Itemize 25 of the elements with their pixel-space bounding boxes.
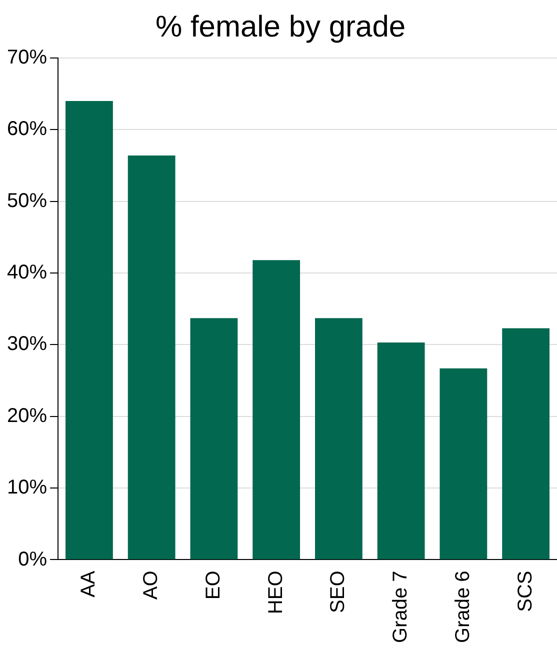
y-tick-label: 40% (7, 262, 48, 284)
bar (377, 342, 425, 560)
x-tick-label: AO (140, 570, 162, 600)
chart-title: % female by grade (155, 10, 406, 44)
bar (440, 368, 488, 560)
x-tick-label: AA (78, 570, 100, 598)
bar (128, 155, 176, 560)
x-tick-label: SCS (514, 570, 536, 612)
y-tick-label: 60% (7, 118, 48, 140)
bar (315, 318, 362, 560)
y-tick-label: 10% (7, 476, 48, 499)
x-tick-label: EO (202, 570, 224, 600)
y-tick-label: 50% (7, 190, 48, 212)
bar (502, 328, 550, 560)
y-tick-label: 70% (7, 46, 48, 69)
x-tick-label: SEO (327, 570, 350, 613)
bar (66, 101, 113, 560)
bar (252, 260, 300, 560)
y-tick-label: 30% (7, 333, 48, 356)
x-tick-label: Grade 6 (452, 570, 474, 643)
x-tick-label: Grade 7 (390, 570, 412, 643)
y-tick-label: 20% (7, 404, 48, 427)
bar (190, 318, 238, 560)
x-tick-label: HEO (264, 570, 287, 614)
y-tick-label: 0% (18, 548, 48, 570)
